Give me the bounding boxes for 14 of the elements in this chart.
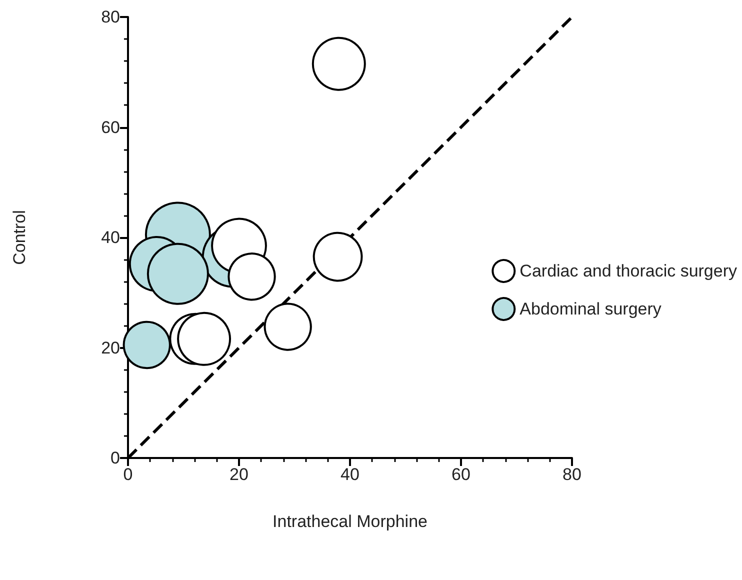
legend-label: Cardiac and thoracic surgery: [520, 262, 738, 280]
x-tick-label: 80: [562, 465, 582, 484]
x-axis-title: Intrathecal Morphine: [272, 512, 428, 531]
y-tick-label: 0: [110, 448, 120, 468]
x-tick-label: 0: [123, 465, 133, 484]
legend-label: Abdominal surgery: [520, 300, 662, 318]
y-tick-label: 40: [101, 228, 120, 247]
x-tick-label: 40: [340, 465, 360, 484]
y-axis-title: Control: [10, 210, 29, 265]
x-tick-label: 60: [452, 465, 470, 484]
y-tick-label: 60: [101, 118, 120, 137]
y-tick-label: 80: [101, 8, 120, 26]
x-tick-label: 20: [230, 465, 248, 484]
y-tick-label: 20: [101, 338, 120, 358]
